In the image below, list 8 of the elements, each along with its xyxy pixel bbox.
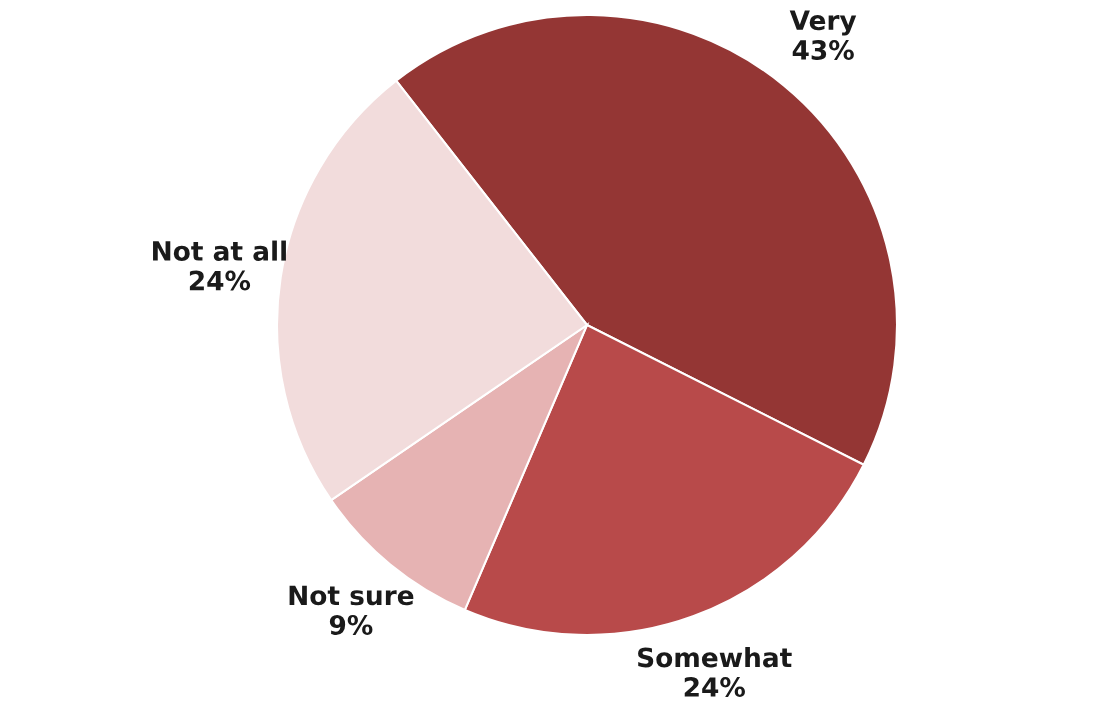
slice-label: Somewhat (638, 647, 792, 668)
data-label: 43% (792, 40, 854, 60)
slice-label: Not at all (153, 240, 286, 261)
data-label: 24% (189, 270, 251, 291)
slice-label: Not sure (289, 585, 414, 606)
slice-label: Very (789, 10, 857, 36)
data-label: 9% (329, 614, 373, 635)
data-label: 24% (684, 677, 745, 697)
